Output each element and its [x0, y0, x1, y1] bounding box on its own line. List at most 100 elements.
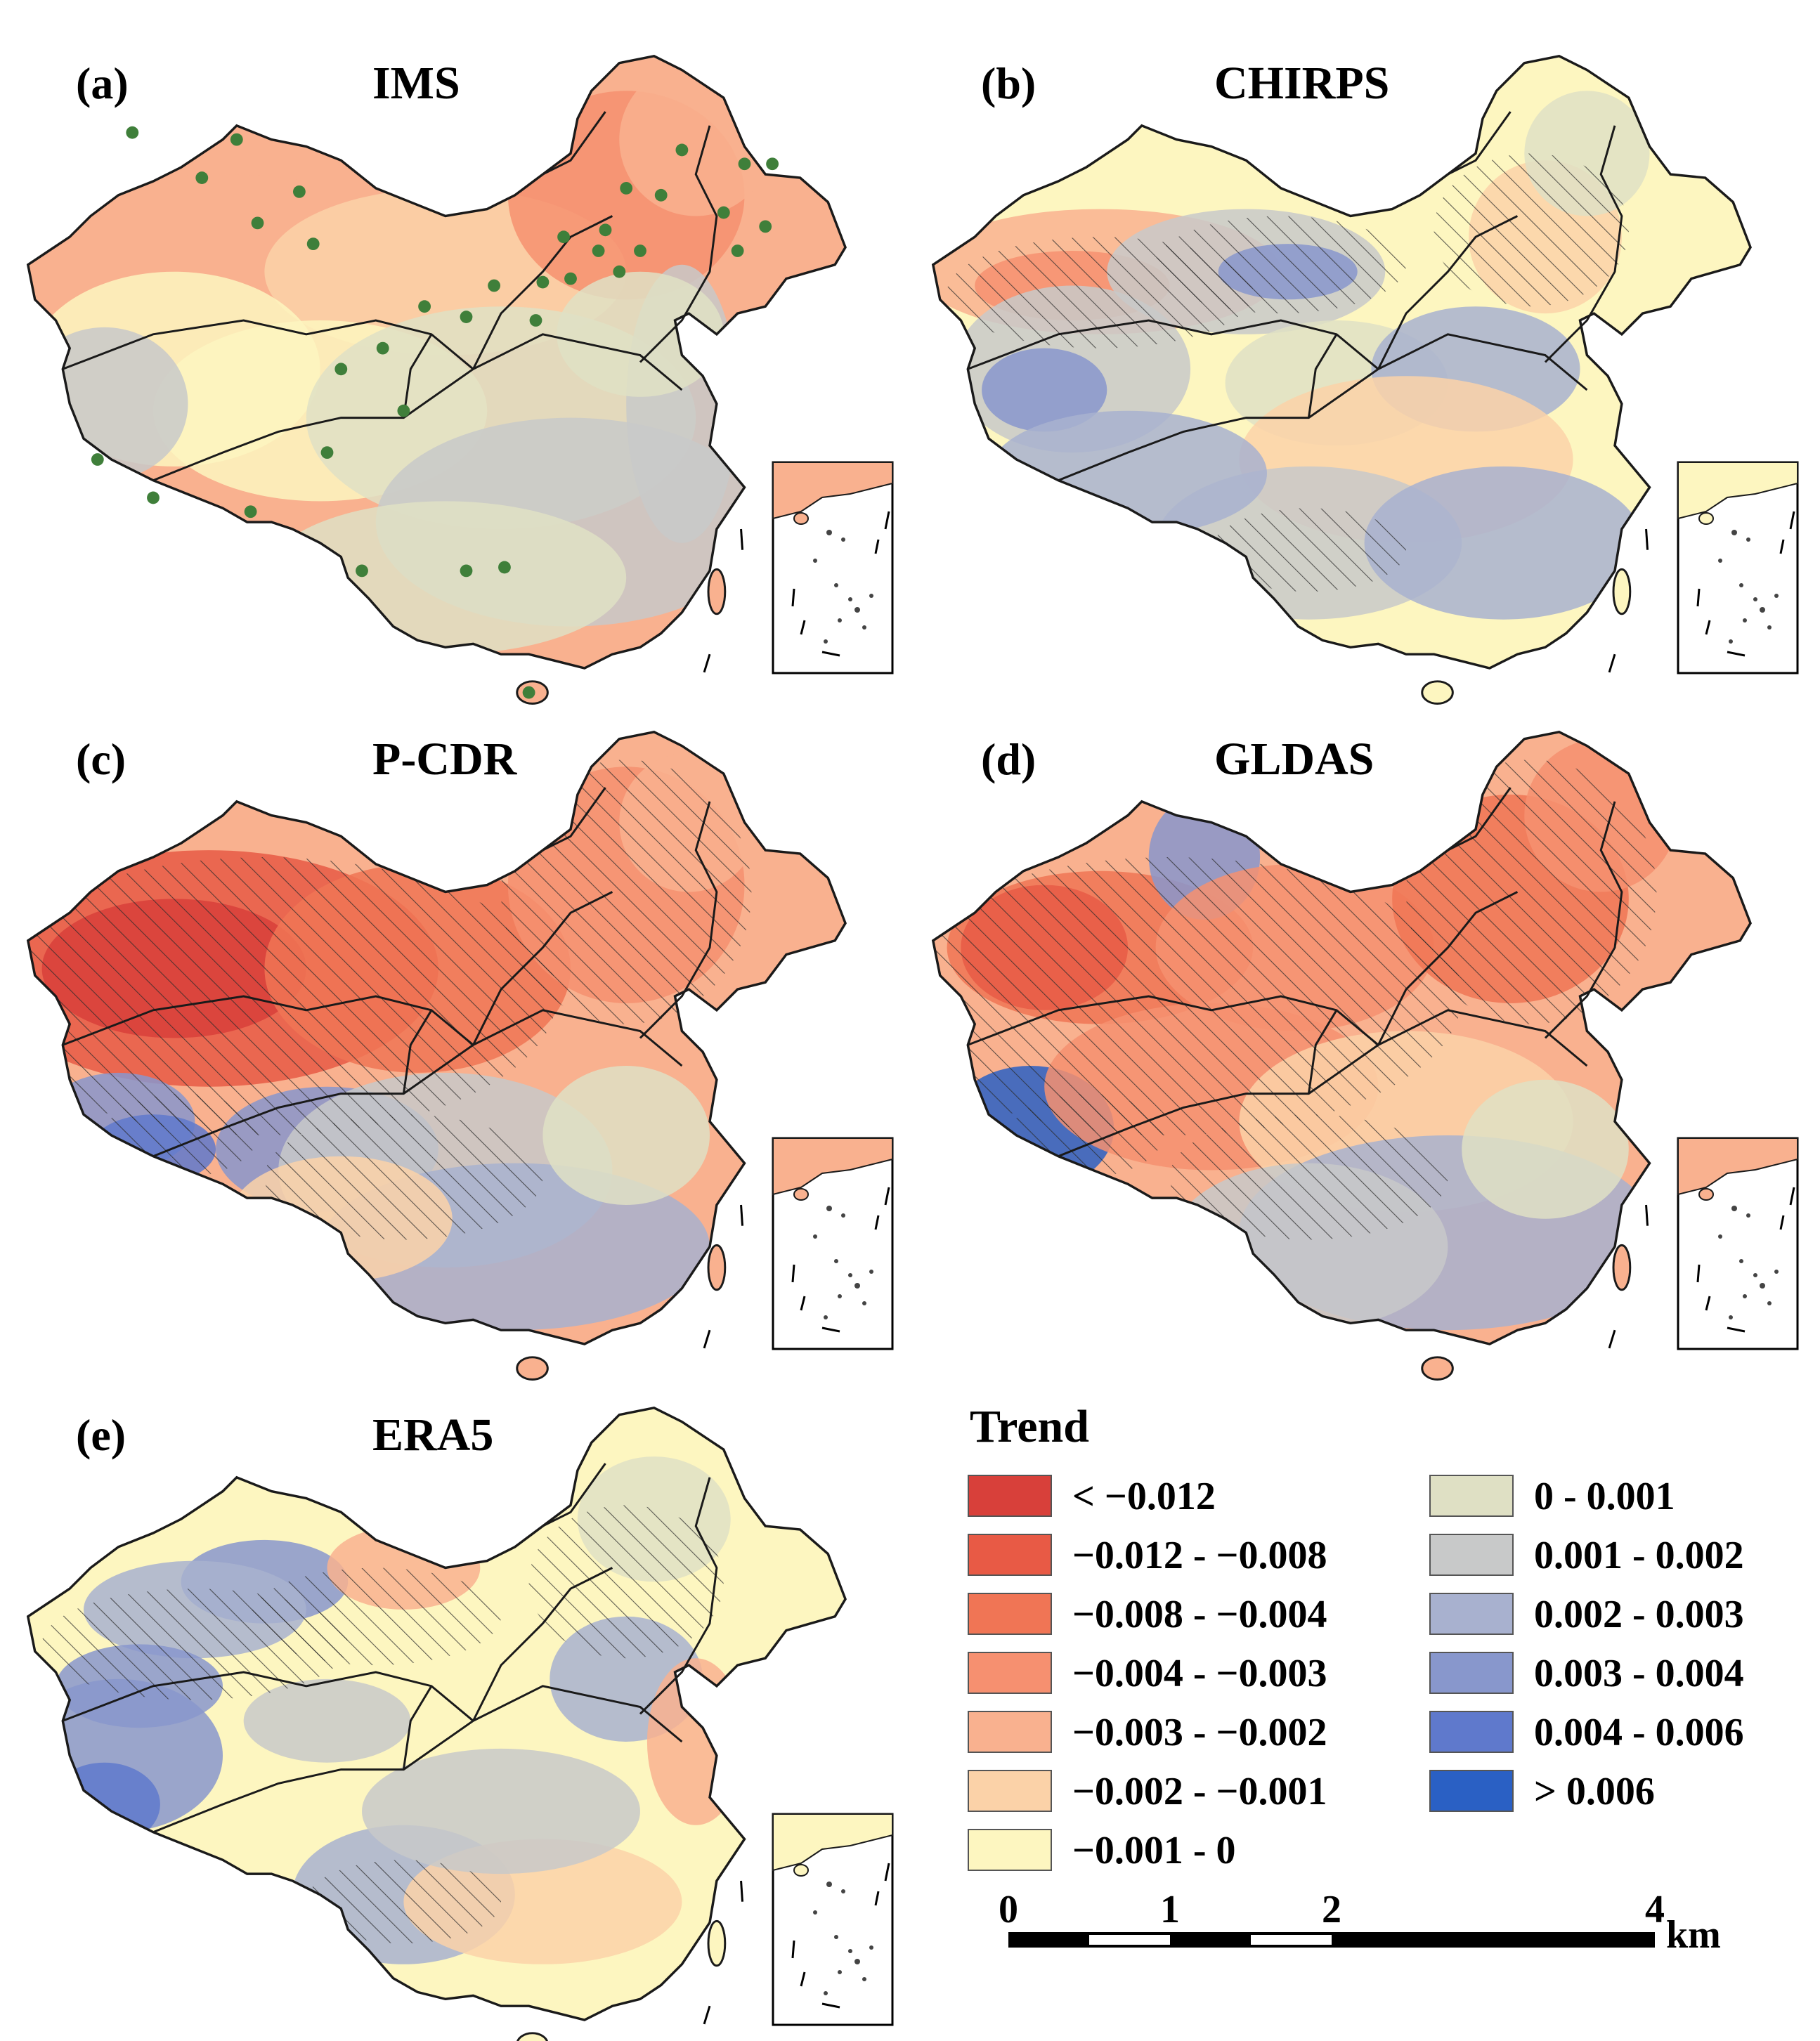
region-boundary: [1544, 125, 1623, 363]
legend-item: −0.003 - −0.002: [968, 1711, 1327, 1754]
station-point: [498, 561, 511, 574]
significance-hatch: [1155, 216, 1406, 314]
inset-islet: [826, 1882, 832, 1887]
station-point: [334, 363, 348, 376]
station-point: [126, 126, 139, 139]
nine-dash-segment: [1705, 620, 1711, 635]
south-china-sea-inset: [772, 461, 894, 674]
trend-region: [646, 1658, 745, 1825]
region-boundary: [1544, 801, 1623, 1039]
legend-swatch: [968, 1534, 1052, 1576]
inset-islet: [848, 1949, 852, 1953]
station-point: [418, 300, 431, 313]
station-point: [460, 311, 473, 323]
legend-label: −0.001 - 0: [1072, 1829, 1236, 1872]
boundary-dash: [740, 528, 744, 550]
station-point: [731, 244, 744, 257]
boundary-dash: [1608, 653, 1616, 673]
trend-region: [1462, 1079, 1629, 1219]
nine-dash-segment: [884, 511, 890, 530]
legend-item: 0.002 - 0.003: [1429, 1593, 1744, 1636]
significance-hatch: [1009, 1093, 1163, 1178]
station-point: [536, 275, 550, 289]
significance-hatch: [528, 1505, 724, 1659]
legend-item: 0.001 - 0.002: [1429, 1534, 1744, 1577]
nine-dash-segment: [1727, 651, 1746, 657]
boundary-dash: [703, 653, 711, 673]
taiwan-island: [1612, 568, 1632, 615]
station-point: [356, 564, 368, 578]
inset-islet: [1743, 618, 1747, 622]
inset-islet: [838, 1294, 842, 1298]
region-boundary: [1377, 891, 1519, 1045]
inset-island: [1698, 1188, 1714, 1201]
south-china-sea-inset: [772, 1813, 894, 2026]
station-point: [613, 265, 626, 278]
inset-islet: [824, 1315, 828, 1319]
scale-bar-segment: [1251, 1935, 1332, 1945]
south-china-sea-inset: [772, 1137, 894, 1350]
inset-islet: [1729, 639, 1733, 644]
panel-title-d: GLDAS: [1214, 733, 1374, 785]
panel-label-d: (d): [981, 734, 1036, 784]
nine-dash-segment: [1779, 1215, 1785, 1230]
inset-islet: [834, 583, 838, 587]
panel-e: (e) ERA5: [26, 1406, 894, 2041]
legend-item: −0.004 - −0.003: [968, 1652, 1327, 1695]
inset-islet: [838, 618, 842, 622]
nine-dash-segment: [821, 1326, 840, 1333]
taiwan-island: [707, 568, 727, 615]
legend-item: −0.002 - −0.001: [968, 1770, 1327, 1813]
trend-region: [27, 327, 188, 481]
station-point: [306, 237, 320, 251]
significance-hatch: [27, 857, 557, 1136]
inset-islet: [854, 1283, 860, 1289]
panel-a: (a) IMS: [26, 54, 894, 705]
scale-bar-segment: [1089, 1935, 1170, 1945]
inset-islet: [813, 1234, 817, 1239]
inset-islet: [869, 594, 873, 598]
nine-dash-segment: [1789, 1187, 1795, 1206]
region-boundary: [542, 787, 606, 852]
legend-swatch: [1429, 1770, 1514, 1812]
region-boundary: [639, 125, 718, 363]
significance-hatch: [932, 857, 1462, 1136]
inset-islet: [826, 1206, 832, 1211]
legend-item: −0.008 - −0.004: [968, 1593, 1327, 1636]
inset-islet: [1774, 594, 1779, 598]
nine-dash-segment: [821, 651, 840, 657]
station-point: [529, 314, 542, 327]
region-boundary: [639, 1477, 718, 1715]
scale-tick-label: 4: [1645, 1888, 1665, 1931]
station-point: [759, 220, 772, 233]
inset-islet: [834, 1935, 838, 1939]
legend-label: 0.002 - 0.003: [1534, 1593, 1744, 1636]
south-china-sea-inset: [1677, 1137, 1799, 1350]
inset-islet: [824, 1991, 828, 1995]
significance-hatch: [264, 1114, 543, 1240]
inset-islet: [813, 559, 817, 563]
inset-islet: [1731, 1206, 1737, 1211]
inset-island: [1698, 512, 1714, 525]
map-e: [26, 1406, 847, 2041]
nine-dash-segment: [800, 1296, 806, 1311]
inset-frame: [772, 1137, 894, 1350]
significance-hatch: [1211, 508, 1406, 592]
boundary-dash: [1608, 1329, 1616, 1349]
station-point: [251, 216, 264, 230]
legend-swatch: [968, 1829, 1052, 1871]
legend-label: −0.002 - −0.001: [1072, 1770, 1327, 1813]
nine-dash-segment: [874, 539, 880, 554]
legend-label: 0 - 0.001: [1534, 1475, 1675, 1518]
station-point: [592, 244, 605, 257]
trend-legend: Trend < −0.012 −0.012 - −0.008 −0.008 - −0.…: [968, 1401, 1744, 1872]
inset-islet: [841, 1213, 845, 1218]
nine-dash-segment: [800, 620, 806, 635]
significance-hatch: [1406, 759, 1657, 1024]
legend-swatch: [1429, 1475, 1514, 1517]
scale-tick-label: 0: [999, 1888, 1018, 1931]
inset-island: [793, 1864, 809, 1877]
significance-hatch: [104, 1093, 258, 1178]
boundary-dash: [703, 2005, 711, 2025]
